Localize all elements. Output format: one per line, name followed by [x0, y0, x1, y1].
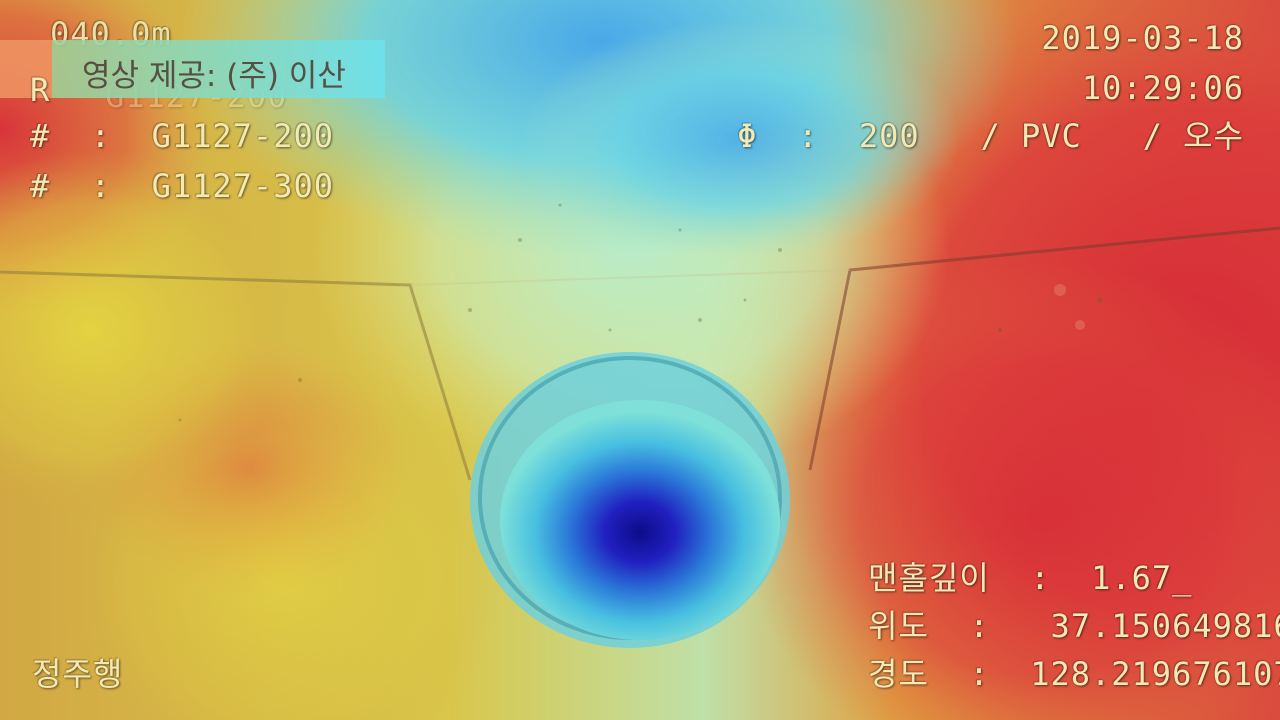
- end-manhole-id: # : G1127-300: [30, 168, 334, 204]
- longitude-readout: 경도 : 128.219676107: [868, 656, 1280, 692]
- time-readout: 10:29:06: [1082, 70, 1244, 106]
- pipe-spec-readout: Φ : 200 / PVC / 오수: [737, 118, 1244, 154]
- start-manhole-id: # : G1127-200: [30, 118, 334, 154]
- date-readout: 2019-03-18: [1041, 20, 1244, 56]
- travel-direction-label: 정주행: [32, 656, 123, 692]
- video-credit-banner: 영상 제공: (주) 이산: [52, 40, 385, 98]
- video-credit-text: 영상 제공: (주) 이산: [82, 50, 346, 95]
- manhole-depth-readout: 맨홀깊이 : 1.67_: [868, 560, 1192, 596]
- latitude-readout: 위도 : 37.150649816: [868, 608, 1280, 644]
- reference-label-partial: R: [30, 72, 50, 108]
